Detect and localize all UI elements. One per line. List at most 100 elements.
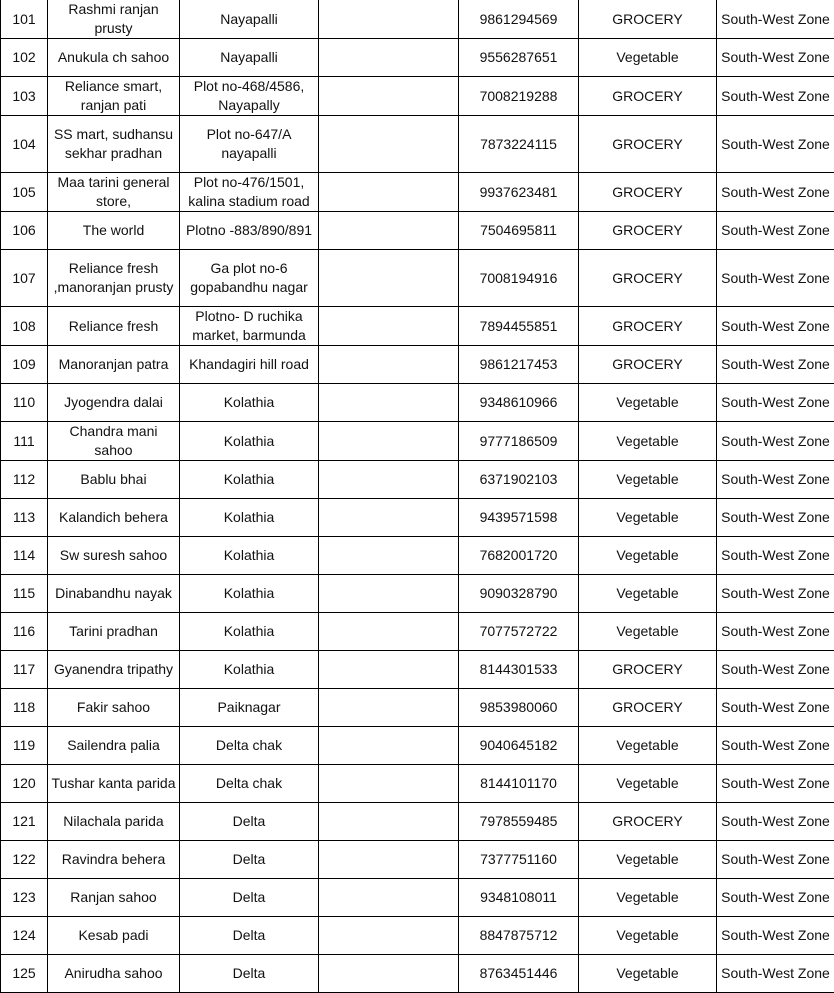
- serial-number-cell: 120: [1, 765, 48, 803]
- address-cell: Plot no-647/A nayapalli: [180, 116, 319, 173]
- name-cell: Dinabandhu nayak: [48, 575, 180, 613]
- category-cell: GROCERY: [579, 651, 717, 689]
- serial-number-cell: 115: [1, 575, 48, 613]
- zone-cell: South-West Zone: [717, 575, 834, 613]
- category-cell: Vegetable: [579, 727, 717, 765]
- zone-cell: South-West Zone: [717, 212, 834, 250]
- category-cell: GROCERY: [579, 77, 717, 116]
- blank-cell: [319, 537, 459, 575]
- name-cell: The world: [48, 212, 180, 250]
- serial-number-cell: 112: [1, 461, 48, 499]
- category-cell: Vegetable: [579, 613, 717, 651]
- serial-number-cell: 125: [1, 955, 48, 993]
- address-cell: Kolathia: [180, 613, 319, 651]
- serial-number-cell: 117: [1, 651, 48, 689]
- address-cell: Delta chak: [180, 727, 319, 765]
- address-cell: Nayapalli: [180, 39, 319, 77]
- name-cell: Rashmi ranjan prusty: [48, 0, 180, 39]
- name-cell: Bablu bhai: [48, 461, 180, 499]
- zone-cell: South-West Zone: [717, 955, 834, 993]
- address-cell: Kolathia: [180, 384, 319, 422]
- serial-number-cell: 101: [1, 0, 48, 39]
- blank-cell: [319, 346, 459, 384]
- serial-number-cell: 106: [1, 212, 48, 250]
- blank-cell: [319, 955, 459, 993]
- serial-number-cell: 123: [1, 879, 48, 917]
- name-cell: Chandra mani sahoo: [48, 422, 180, 461]
- phone-cell: 9853980060: [459, 689, 579, 727]
- category-cell: Vegetable: [579, 765, 717, 803]
- serial-number-cell: 114: [1, 537, 48, 575]
- zone-cell: South-West Zone: [717, 0, 834, 39]
- name-cell: Ravindra behera: [48, 841, 180, 879]
- serial-number-cell: 119: [1, 727, 48, 765]
- name-cell: Fakir sahoo: [48, 689, 180, 727]
- address-cell: Delta: [180, 917, 319, 955]
- category-cell: GROCERY: [579, 346, 717, 384]
- blank-cell: [319, 917, 459, 955]
- blank-cell: [319, 879, 459, 917]
- zone-cell: South-West Zone: [717, 307, 834, 346]
- phone-cell: 9090328790: [459, 575, 579, 613]
- name-cell: Nilachala parida: [48, 803, 180, 841]
- name-cell: Reliance fresh ,manoranjan prusty: [48, 250, 180, 307]
- blank-cell: [319, 422, 459, 461]
- phone-cell: 7377751160: [459, 841, 579, 879]
- phone-cell: 7504695811: [459, 212, 579, 250]
- category-cell: Vegetable: [579, 499, 717, 537]
- zone-cell: South-West Zone: [717, 173, 834, 212]
- category-cell: Vegetable: [579, 917, 717, 955]
- phone-cell: 7978559485: [459, 803, 579, 841]
- phone-cell: 7873224115: [459, 116, 579, 173]
- name-cell: Ranjan sahoo: [48, 879, 180, 917]
- category-cell: Vegetable: [579, 461, 717, 499]
- zone-cell: South-West Zone: [717, 346, 834, 384]
- blank-cell: [319, 0, 459, 39]
- zone-cell: South-West Zone: [717, 39, 834, 77]
- address-cell: Kolathia: [180, 499, 319, 537]
- name-cell: SS mart, sudhansu sekhar pradhan: [48, 116, 180, 173]
- name-cell: Tarini pradhan: [48, 613, 180, 651]
- address-cell: Kolathia: [180, 575, 319, 613]
- address-cell: Plot no-476/1501, kalina stadium road: [180, 173, 319, 212]
- name-cell: Tushar kanta parida: [48, 765, 180, 803]
- address-cell: Delta: [180, 955, 319, 993]
- address-cell: Kolathia: [180, 422, 319, 461]
- phone-cell: 9556287651: [459, 39, 579, 77]
- zone-cell: South-West Zone: [717, 537, 834, 575]
- name-cell: Maa tarini general store,: [48, 173, 180, 212]
- category-cell: Vegetable: [579, 955, 717, 993]
- serial-number-cell: 111: [1, 422, 48, 461]
- zone-cell: South-West Zone: [717, 651, 834, 689]
- phone-cell: 7894455851: [459, 307, 579, 346]
- blank-cell: [319, 173, 459, 212]
- phone-cell: 9439571598: [459, 499, 579, 537]
- phone-cell: 8763451446: [459, 955, 579, 993]
- blank-cell: [319, 77, 459, 116]
- zone-cell: South-West Zone: [717, 727, 834, 765]
- blank-cell: [319, 39, 459, 77]
- address-cell: Kolathia: [180, 537, 319, 575]
- category-cell: GROCERY: [579, 0, 717, 39]
- zone-cell: South-West Zone: [717, 384, 834, 422]
- phone-cell: 8847875712: [459, 917, 579, 955]
- name-cell: Jyogendra dalai: [48, 384, 180, 422]
- blank-cell: [319, 841, 459, 879]
- serial-number-cell: 122: [1, 841, 48, 879]
- zone-cell: South-West Zone: [717, 499, 834, 537]
- name-cell: Sailendra palia: [48, 727, 180, 765]
- phone-cell: 9937623481: [459, 173, 579, 212]
- name-cell: Gyanendra tripathy: [48, 651, 180, 689]
- blank-cell: [319, 307, 459, 346]
- serial-number-cell: 105: [1, 173, 48, 212]
- category-cell: Vegetable: [579, 841, 717, 879]
